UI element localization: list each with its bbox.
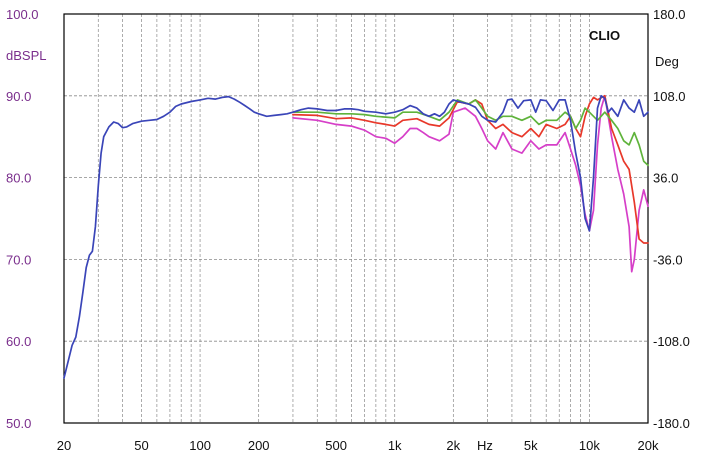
series-line [292,99,649,167]
series-lines [63,94,649,379]
x-tick-label: 5k [524,438,538,453]
x-tick-label: 20k [638,438,659,453]
plot-area [64,14,648,423]
y-tick-label: 80.0 [6,171,31,186]
y-tick-label: 60.0 [6,334,31,349]
plot-border [63,13,649,424]
y2-tick-label: 36.0 [653,171,678,186]
y2-axis-label: Deg [655,54,679,69]
y2-tick-label: 180.0 [653,7,686,22]
series-line [63,94,649,379]
y2-tick-label: -108.0 [653,334,690,349]
y-tick-label: 100.0 [6,7,39,22]
axis-labels: 100.0 90.0 80.0 70.0 60.0 50.0 180.0 108.0 36.0 -… [6,7,690,453]
x-tick-label: 2k [446,438,460,453]
x-unit-label: Hz [477,438,493,453]
series-line [292,94,649,244]
y-tick-label: 70.0 [6,252,31,267]
brand-label: CLIO [589,28,620,43]
y-tick-label: 90.0 [6,89,31,104]
y2-tick-label: 108.0 [653,89,686,104]
x-tick-label: 20 [57,438,71,453]
x-tick-label: 100 [189,438,211,453]
series-line [292,94,649,273]
y-tick-label: 50.0 [6,416,31,431]
x-tick-label: 10k [579,438,600,453]
x-tick-label: 500 [325,438,347,453]
y2-tick-label: -36.0 [653,252,683,267]
grid-lines [64,14,648,423]
y2-tick-label: -180.0 [653,416,690,431]
x-tick-label: 1k [388,438,402,453]
x-tick-label: 50 [134,438,148,453]
x-tick-label: 200 [248,438,270,453]
y-axis-label: dBSPL [6,48,46,63]
